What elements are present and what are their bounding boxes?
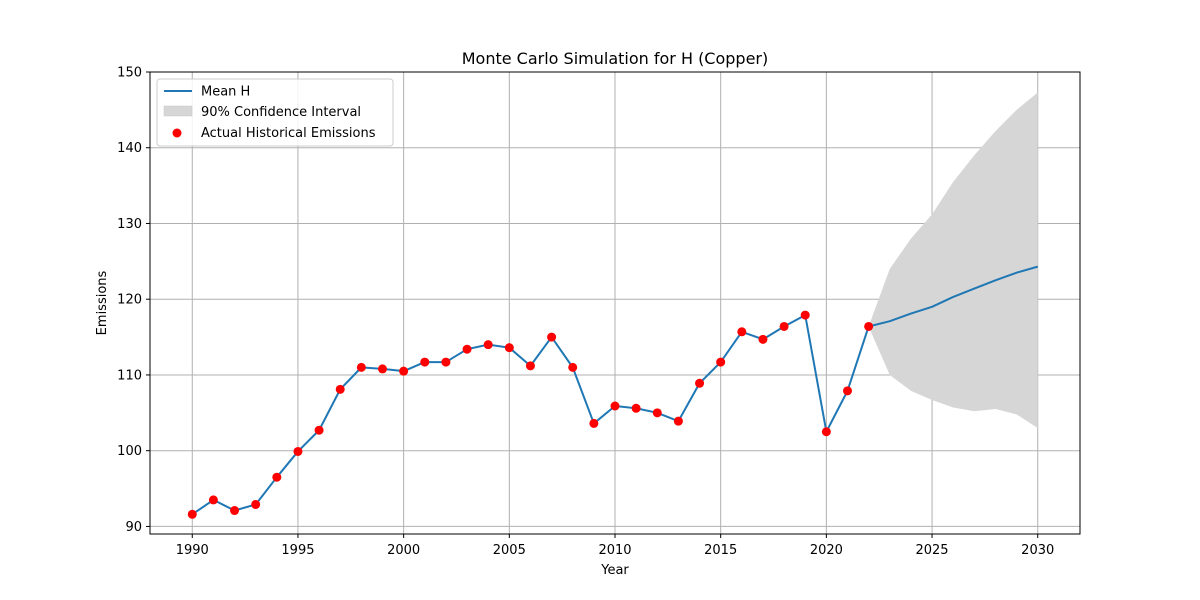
actual-emission-point <box>568 362 578 372</box>
points-layer <box>187 310 874 519</box>
x-axis-ticks: 1990 1995 2000 2005 2010 2015 2020 2025 2030 <box>176 534 1054 558</box>
actual-emission-point <box>441 357 451 367</box>
legend-box <box>156 78 394 147</box>
actual-emission-point <box>420 357 430 367</box>
actual-emission-point <box>335 384 345 394</box>
actual-emission-point <box>314 425 324 435</box>
legend-ci-swatch <box>163 105 193 117</box>
y-tick-label: 120 <box>117 293 142 308</box>
y-tick-label: 140 <box>117 141 142 156</box>
x-tick-label: 2020 <box>810 543 843 558</box>
y-tick-label: 110 <box>117 368 142 383</box>
actual-emission-point <box>378 364 387 374</box>
legend-actual-swatch <box>172 128 182 138</box>
actual-emission-point <box>800 310 810 320</box>
x-tick-label: 2005 <box>493 543 526 558</box>
x-tick-label: 2010 <box>598 543 631 558</box>
actual-emission-point <box>610 401 620 411</box>
x-tick-label: 2030 <box>1021 543 1054 558</box>
y-axis-ticks: 90 100 110 120 130 140 150 <box>117 66 150 535</box>
actual-emission-point <box>864 321 874 331</box>
actual-emission-point <box>208 495 218 505</box>
legend-ci-label: 90% Confidence Interval <box>201 105 361 120</box>
x-tick-label: 1995 <box>281 543 314 558</box>
actual-emission-point <box>483 340 493 350</box>
actual-emission-point <box>187 509 197 519</box>
actual-emission-point <box>737 327 747 337</box>
actual-emission-point <box>695 378 705 388</box>
actual-emission-point <box>843 386 852 396</box>
y-tick-label: 100 <box>117 444 142 459</box>
legend-actual-label: Actual Historical Emissions <box>201 126 376 141</box>
x-tick-label: 1990 <box>176 543 209 558</box>
y-tick-label: 150 <box>117 66 142 81</box>
actual-emission-point <box>356 362 366 372</box>
ci-layer <box>868 92 1038 428</box>
actual-emission-point <box>652 408 662 418</box>
legend: Mean H 90% Confidence Interval Actual Hi… <box>156 78 394 147</box>
actual-emission-point <box>821 427 831 437</box>
actual-emission-point <box>293 446 303 456</box>
legend-mean-label: Mean H <box>201 85 250 100</box>
actual-emission-point <box>631 403 641 413</box>
actual-emission-point <box>272 472 282 482</box>
actual-emission-point <box>525 361 535 371</box>
actual-emission-point <box>589 418 599 428</box>
y-tick-label: 90 <box>125 520 142 535</box>
actual-emission-point <box>716 357 726 367</box>
chart-title: Monte Carlo Simulation for H (Copper) <box>462 49 769 68</box>
x-axis-label: Year <box>600 563 629 578</box>
actual-emission-point <box>399 366 409 376</box>
x-tick-label: 2015 <box>704 543 737 558</box>
actual-emission-point <box>758 334 768 344</box>
y-tick-label: 130 <box>117 217 142 232</box>
x-tick-label: 2025 <box>915 543 948 558</box>
actual-emission-point <box>504 343 514 353</box>
actual-emission-point <box>673 416 683 426</box>
actual-emission-point <box>779 321 789 331</box>
actual-emission-point <box>251 499 261 509</box>
actual-emission-point <box>462 344 472 354</box>
actual-emission-point <box>230 506 240 516</box>
confidence-interval-band <box>868 92 1038 428</box>
x-tick-label: 2000 <box>387 543 420 558</box>
actual-emission-point <box>547 332 557 342</box>
y-axis-label: Emissions <box>95 270 110 335</box>
